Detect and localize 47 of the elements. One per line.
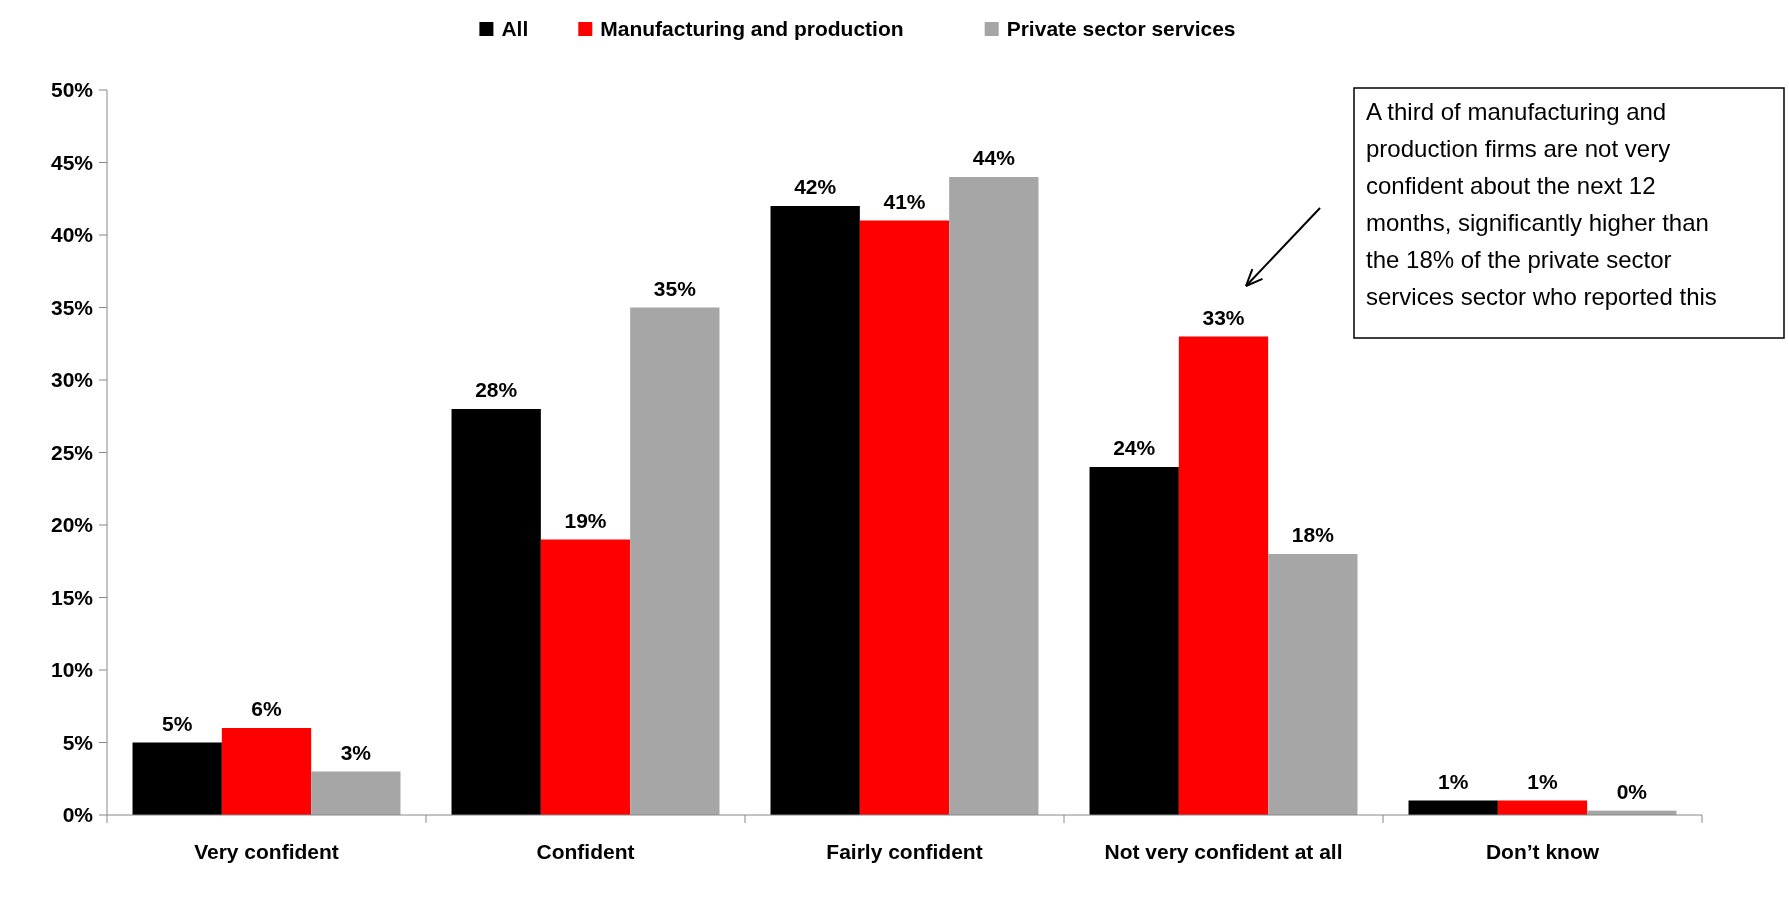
- bar: [311, 771, 401, 815]
- bar: [540, 539, 631, 815]
- bar: [770, 206, 860, 815]
- data-label: 0%: [1616, 779, 1648, 803]
- y-tick-label: 20%: [50, 513, 94, 537]
- bar: [451, 409, 541, 815]
- data-label: 42%: [794, 175, 837, 198]
- legend-label: Private sector services: [1006, 17, 1236, 40]
- x-tick-label: Don’t know: [1485, 840, 1600, 863]
- y-tick-label: 30%: [50, 368, 94, 392]
- y-tick-label: 35%: [50, 295, 94, 319]
- y-tick-label: 15%: [50, 585, 94, 609]
- data-label: 1%: [1527, 769, 1558, 793]
- data-label: 41%: [883, 189, 926, 213]
- bar: [859, 220, 950, 815]
- x-tick-label: Confident: [536, 840, 635, 863]
- y-tick-label: 45%: [50, 150, 94, 174]
- bar: [630, 307, 720, 815]
- data-label: 18%: [1291, 523, 1335, 546]
- y-tick-label: 0%: [62, 803, 94, 827]
- bar: [1178, 336, 1269, 815]
- data-label: 19%: [564, 508, 607, 532]
- x-tick-label: Not very confident at all: [1104, 840, 1343, 863]
- bar: [1089, 467, 1179, 815]
- data-label: 44%: [972, 146, 1016, 169]
- y-tick-label: 50%: [50, 78, 94, 102]
- data-label: 1%: [1438, 769, 1469, 793]
- y-tick-label: 10%: [50, 658, 94, 682]
- data-label: 24%: [1113, 436, 1156, 459]
- data-label: 33%: [1202, 305, 1245, 329]
- legend-label: Manufacturing and production: [600, 17, 904, 40]
- y-tick-label: 25%: [50, 440, 94, 464]
- annotation: A third of manufacturing and production firms are not very confident about the next 12 months, significantly higher than the 18% of the private sector services sector who reported this: [1366, 98, 1717, 310]
- bar: [221, 728, 312, 815]
- bar: [1268, 554, 1358, 815]
- data-label: 5%: [162, 711, 193, 735]
- bar: [132, 742, 222, 815]
- data-label: 35%: [653, 276, 697, 300]
- x-tick-label: Fairly confident: [826, 840, 983, 863]
- data-label: 6%: [251, 697, 282, 720]
- y-tick-label: 5%: [62, 730, 94, 754]
- y-tick-label: 40%: [50, 223, 94, 247]
- legend-label: All: [501, 17, 529, 40]
- data-label: 28%: [475, 378, 518, 401]
- data-label: 3%: [340, 740, 372, 764]
- x-tick-label: Very confident: [194, 840, 339, 863]
- bar: [949, 177, 1039, 815]
